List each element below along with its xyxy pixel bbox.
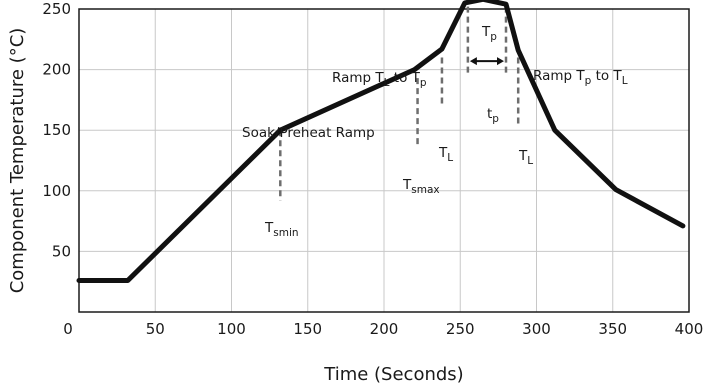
tl-right-main: T xyxy=(518,148,528,164)
tp-span-main: t xyxy=(487,106,492,122)
plot-frame xyxy=(78,8,690,313)
reference-markers xyxy=(279,6,520,201)
x-tick-label: 100 xyxy=(217,320,246,338)
x-axis-label: Time (Seconds) xyxy=(323,364,463,385)
tp-peak-sub: p xyxy=(490,31,497,43)
tp-peak-main: T xyxy=(481,24,491,40)
ramp-up-sub2: p xyxy=(420,77,427,89)
y-tick-label: 200 xyxy=(42,61,71,79)
x-tick-label: 50 xyxy=(146,320,165,338)
tl-left-main: T xyxy=(438,145,448,161)
ramp-down-mid: to T xyxy=(591,68,622,84)
soak-preheat-label: Soak/Preheat Ramp xyxy=(242,125,375,141)
x-tick-label: 150 xyxy=(293,320,322,338)
tl-left-sub: L xyxy=(447,152,453,164)
tsmax-label: Tsmax xyxy=(402,177,440,196)
ramp-down-sub1: p xyxy=(585,75,592,87)
x-tick-label: 0 xyxy=(63,320,73,338)
x-tick-label: 350 xyxy=(598,320,627,338)
tp-span-sub: p xyxy=(492,113,499,125)
y-tick-label: 50 xyxy=(52,242,71,260)
tsmax-sub: smax xyxy=(411,184,439,196)
ramp-up-sub1: L xyxy=(384,77,390,89)
tp-arrow-head-right xyxy=(497,57,504,66)
tsmin-main: T xyxy=(264,220,274,236)
tl-right-label: TL xyxy=(518,148,533,167)
x-tick-label: 400 xyxy=(675,320,704,338)
x-tick-label: 200 xyxy=(370,320,399,338)
y-tick-label: 250 xyxy=(42,0,71,18)
tp-arrow-head-left xyxy=(469,57,477,66)
tsmax-main: T xyxy=(402,177,412,193)
x-tick-label: 300 xyxy=(522,320,551,338)
ramp-down-main: Ramp T xyxy=(533,68,585,84)
y-tick-label: 100 xyxy=(42,182,71,200)
temperature-profile-line xyxy=(76,0,686,283)
tp-span-label: tp xyxy=(487,106,499,125)
ramp-up-mid: to T xyxy=(389,70,420,86)
y-axis-label: Component Temperature (°C) xyxy=(7,28,28,294)
tl-right-sub: L xyxy=(527,155,533,167)
grid-lines xyxy=(79,9,689,312)
tl-left-label: TL xyxy=(438,145,453,164)
x-tick-labels: 0 50 100 150 200 250 300 350 400 xyxy=(63,320,703,338)
ramp-up-label: Ramp TL to Tp xyxy=(332,70,427,89)
y-tick-labels: 50 100 150 200 250 xyxy=(42,0,71,260)
x-tick-label: 250 xyxy=(446,320,475,338)
ramp-up-main: Ramp T xyxy=(332,70,384,86)
y-tick-label: 150 xyxy=(42,121,71,139)
tp-duration-arrow xyxy=(469,57,504,66)
tsmin-label: Tsmin xyxy=(264,220,299,239)
tp-peak-label: Tp xyxy=(481,24,497,43)
ramp-down-sub2: L xyxy=(622,75,628,87)
ramp-down-label: Ramp Tp to TL xyxy=(533,68,628,87)
tsmin-sub: smin xyxy=(273,227,298,239)
